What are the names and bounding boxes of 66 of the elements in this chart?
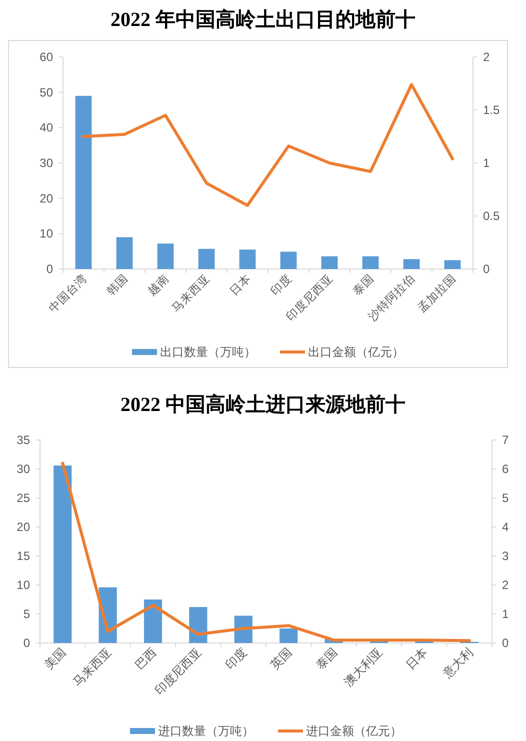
y-tick-label: 30 (40, 156, 54, 170)
y2-tick-label: 1 (502, 607, 509, 621)
y2-tick-label: 0.5 (483, 209, 500, 223)
y2-tick-label: 0 (483, 262, 490, 276)
x-tick-label: 日本 (403, 645, 430, 672)
chart-title: 2022 年中国高岭土出口目的地前十 (110, 8, 416, 31)
x-tick-label: 日本 (227, 272, 254, 298)
y2-tick-label: 0 (502, 636, 509, 650)
bar (157, 244, 174, 269)
x-tick-label: 马来西亚 (169, 272, 213, 316)
y2-tick-label: 3 (502, 549, 509, 563)
bar (280, 252, 297, 269)
bar (444, 260, 461, 269)
y2-tick-label: 6 (502, 462, 509, 476)
y-tick-label: 15 (16, 549, 30, 563)
x-tick-label: 泰国 (350, 272, 377, 298)
y2-tick-label: 2 (502, 578, 509, 592)
bar (144, 600, 162, 643)
y-tick-label: 50 (40, 85, 54, 100)
bar (321, 256, 338, 269)
y2-tick-label: 1 (483, 156, 490, 170)
y-tick-label: 30 (16, 462, 30, 476)
bar (54, 466, 72, 643)
x-tick-label: 澳大利亚 (341, 645, 386, 690)
x-tick-label: 孟加拉国 (415, 272, 459, 316)
bar (362, 256, 379, 269)
y-tick-label: 35 (16, 433, 30, 447)
y2-tick-label: 1.5 (483, 103, 500, 117)
x-tick-label: 印度 (268, 271, 295, 298)
y-tick-label: 40 (40, 120, 54, 135)
chart-title: 2022 中国高岭土进口来源地前十 (120, 393, 406, 416)
bar (403, 259, 420, 269)
x-tick-label: 泰国 (313, 645, 340, 672)
y-tick-label: 25 (16, 491, 30, 505)
x-tick-label: 美国 (42, 645, 69, 672)
legend-label: 出口数量（万吨） (160, 345, 256, 359)
bar (75, 96, 92, 269)
x-tick-label: 韩国 (104, 272, 131, 298)
y2-tick-label: 5 (502, 491, 509, 505)
bar (116, 237, 133, 269)
line-series (61, 462, 471, 642)
x-tick-label: 印度 (222, 645, 250, 672)
y-tick-label: 60 (40, 50, 54, 64)
x-tick-label: 越南 (145, 272, 172, 298)
bar (239, 250, 256, 269)
legend-label: 进口金额（亿元） (306, 724, 402, 738)
y2-tick-label: 4 (502, 520, 509, 534)
y-tick-label: 5 (23, 607, 30, 621)
y2-tick-label: 7 (502, 433, 509, 447)
y-tick-label: 20 (40, 191, 54, 206)
line-series (82, 83, 454, 207)
y2-tick-label: 2 (483, 50, 490, 64)
y-tick-label: 0 (23, 636, 30, 650)
x-tick-label: 巴西 (132, 645, 160, 672)
legend-label: 进口数量（万吨） (158, 724, 254, 738)
bar (189, 607, 208, 643)
y-tick-label: 10 (40, 226, 54, 241)
x-tick-label: 英国 (268, 645, 295, 672)
y-tick-label: 10 (16, 578, 30, 592)
bar (280, 628, 298, 643)
bar (198, 248, 215, 269)
legend-label: 出口金额（亿元） (308, 345, 404, 359)
y-tick-label: 20 (16, 520, 30, 534)
y-tick-label: 0 (46, 262, 54, 276)
x-tick-label: 意大利 (439, 645, 476, 682)
x-tick-label: 马来西亚 (70, 645, 114, 690)
